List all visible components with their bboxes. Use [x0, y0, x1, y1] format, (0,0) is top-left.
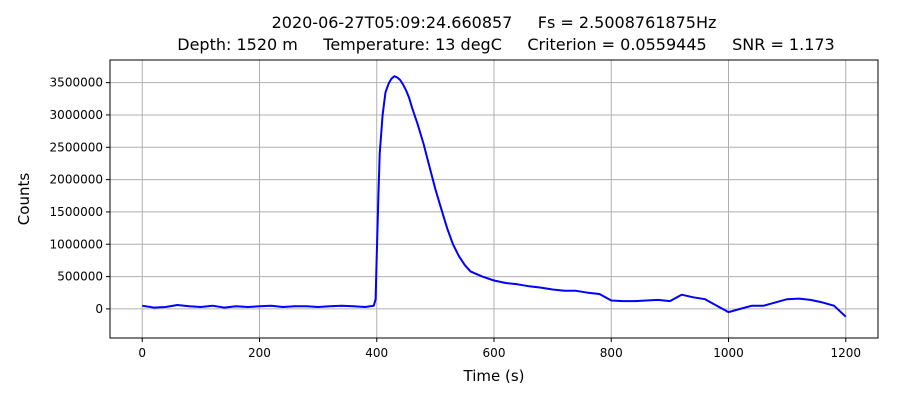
y-tick-label: 1000000 — [50, 237, 103, 251]
axis-ticks: 0 200 400 600 800 1000 1200 0 500000 1000000 15000… — [50, 76, 861, 360]
chart-title-line-2: Depth: 1520 m Temperature: 13 degC Crite… — [177, 35, 834, 54]
y-tick-label: 3000000 — [50, 108, 103, 122]
x-tick-label: 600 — [483, 346, 506, 360]
series-layer — [142, 75, 847, 318]
x-tick-label: 0 — [138, 346, 146, 360]
grid-lines — [110, 60, 878, 338]
x-tick-label: 200 — [248, 346, 271, 360]
series-line — [142, 75, 847, 318]
y-tick-label: 2000000 — [50, 173, 103, 187]
chart-title-line-1: 2020-06-27T05:09:24.660857 Fs = 2.500876… — [272, 13, 717, 32]
x-tick-label: 1200 — [830, 346, 861, 360]
y-tick-label: 3500000 — [50, 76, 103, 90]
x-tick-label: 1000 — [713, 346, 744, 360]
y-tick-label: 0 — [95, 302, 103, 316]
x-tick-label: 800 — [600, 346, 623, 360]
y-tick-label: 1500000 — [50, 205, 103, 219]
x-axis-label: Time (s) — [463, 367, 525, 385]
x-tick-label: 400 — [365, 346, 388, 360]
y-tick-label: 2500000 — [50, 140, 103, 154]
y-tick-label: 500000 — [57, 270, 103, 284]
y-axis-label: Counts — [15, 173, 33, 226]
